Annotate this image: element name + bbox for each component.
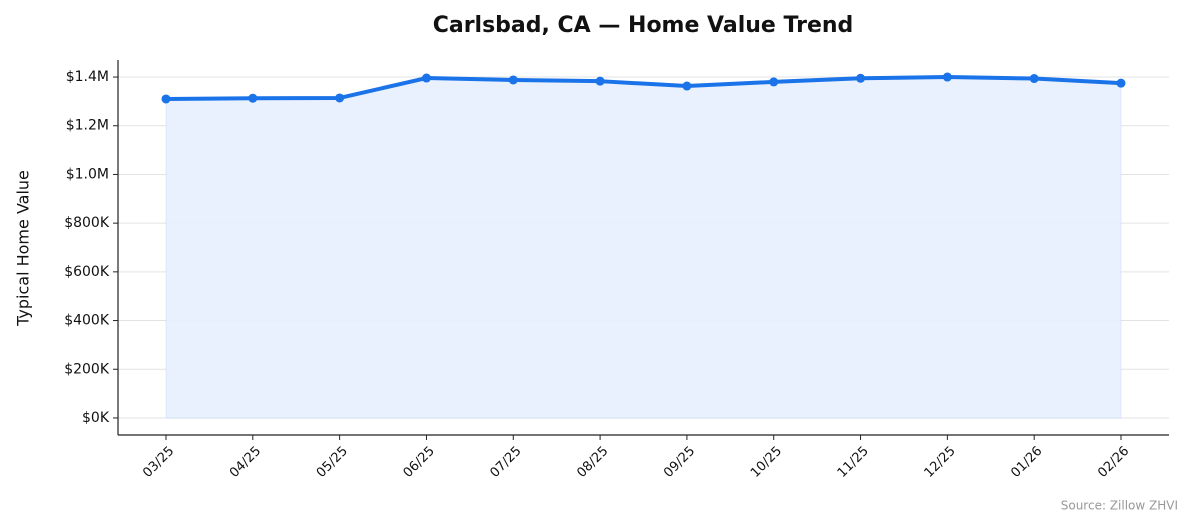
marker (856, 73, 866, 83)
line (165, 75, 1122, 101)
marker (421, 73, 431, 83)
x-tick-label: 07/25 (487, 444, 524, 481)
marker (335, 93, 345, 103)
marker (1029, 74, 1039, 84)
y-tick-label: $1.2M (66, 118, 109, 134)
marker (508, 75, 518, 85)
x-tick-label: 06/25 (401, 444, 438, 481)
y-tick-label: $1.4M (66, 69, 109, 85)
x-tick-label: 10/25 (748, 444, 785, 481)
x-tick-label: 05/25 (314, 444, 351, 481)
marker (1116, 78, 1126, 88)
marker (682, 81, 692, 91)
source-note: Source: Zillow ZHVI (1061, 499, 1178, 513)
y-tick-label: $0K (82, 410, 110, 426)
x-tick-label: 08/25 (574, 444, 611, 481)
y-tick-label: $600K (64, 264, 110, 280)
y-tick-label: $800K (64, 215, 110, 231)
chart-title: Carlsbad, CA — Home Value Trend (433, 13, 854, 38)
y-tick-label: $1.0M (66, 166, 109, 182)
area (165, 76, 1122, 419)
marker (248, 93, 258, 103)
y-tick-label: $400K (64, 313, 110, 329)
marker (595, 76, 605, 86)
marker (942, 72, 952, 82)
x-tick-label: 03/25 (140, 444, 177, 481)
x-tick-label: 09/25 (661, 444, 698, 481)
x-tick-label: 01/26 (1008, 444, 1045, 481)
marker (161, 94, 171, 104)
y-tick-label: $200K (64, 361, 110, 377)
x-tick-label: 02/26 (1095, 444, 1132, 481)
x-tick-label: 12/25 (922, 444, 959, 481)
y-axis-label: Typical Home Value (14, 170, 33, 327)
x-tick-label: 04/25 (227, 444, 264, 481)
marker (769, 77, 779, 87)
x-tick-label: 11/25 (835, 444, 872, 481)
